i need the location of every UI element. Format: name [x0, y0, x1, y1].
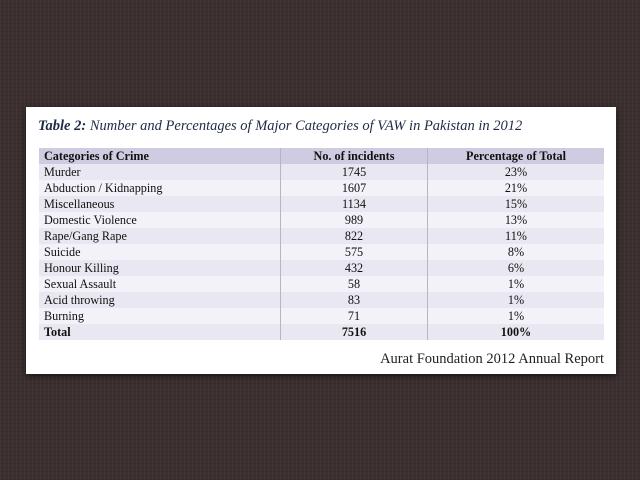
table-caption-label: Table 2: — [38, 118, 87, 134]
table-caption-text: Number and Percentages of Major Categori… — [89, 118, 523, 134]
cell-incidents: 58 — [280, 276, 428, 292]
table-caption: Table 2: Number and Percentages of Major… — [38, 118, 522, 135]
cell-incidents: 1745 — [280, 164, 428, 180]
table-row: Acid throwing 83 1% — [39, 292, 604, 308]
table-card: Table 2: Number and Percentages of Major… — [26, 107, 616, 374]
table-total-row: Total 7516 100% — [39, 324, 604, 340]
table-row: Domestic Violence 989 13% — [39, 212, 604, 228]
table-row: Abduction / Kidnapping 1607 21% — [39, 180, 604, 196]
header-category: Categories of Crime — [39, 148, 281, 164]
cell-incidents: 989 — [280, 212, 428, 228]
table-header-row: Categories of Crime No. of incidents Per… — [39, 148, 604, 164]
header-percentage: Percentage of Total — [427, 148, 604, 164]
cell-percentage: 13% — [427, 212, 604, 228]
total-incidents: 7516 — [280, 324, 428, 340]
cell-incidents: 432 — [280, 260, 428, 276]
cell-category: Domestic Violence — [44, 212, 137, 227]
cell-percentage: 11% — [427, 228, 604, 244]
cell-percentage: 1% — [427, 276, 604, 292]
cell-category: Honour Killing — [44, 260, 119, 275]
cell-percentage: 1% — [427, 308, 604, 324]
cell-percentage: 23% — [427, 164, 604, 180]
header-incidents: No. of incidents — [280, 148, 428, 164]
cell-incidents: 1134 — [280, 196, 428, 212]
cell-category: Suicide — [44, 244, 81, 259]
cell-percentage: 8% — [427, 244, 604, 260]
table-row: Murder 1745 23% — [39, 164, 604, 180]
cell-incidents: 83 — [280, 292, 428, 308]
cell-percentage: 1% — [427, 292, 604, 308]
table-row: Burning 71 1% — [39, 308, 604, 324]
cell-category: Rape/Gang Rape — [44, 228, 127, 243]
vaw-table: Categories of Crime No. of incidents Per… — [39, 148, 604, 340]
cell-category: Miscellaneous — [44, 196, 115, 211]
cell-incidents: 1607 — [280, 180, 428, 196]
cell-percentage: 21% — [427, 180, 604, 196]
source-citation: Aurat Foundation 2012 Annual Report — [380, 351, 604, 367]
cell-category: Acid throwing — [44, 292, 115, 307]
table-row: Honour Killing 432 6% — [39, 260, 604, 276]
total-percentage: 100% — [427, 324, 604, 340]
cell-category: Abduction / Kidnapping — [44, 180, 163, 195]
cell-incidents: 71 — [280, 308, 428, 324]
cell-category: Murder — [44, 164, 81, 179]
table-row: Suicide 575 8% — [39, 244, 604, 260]
cell-category: Sexual Assault — [44, 276, 117, 291]
table-row: Rape/Gang Rape 822 11% — [39, 228, 604, 244]
table-row: Sexual Assault 58 1% — [39, 276, 604, 292]
cell-category: Burning — [44, 308, 84, 323]
cell-percentage: 15% — [427, 196, 604, 212]
total-label: Total — [39, 324, 281, 340]
cell-percentage: 6% — [427, 260, 604, 276]
cell-incidents: 575 — [280, 244, 428, 260]
table-row: Miscellaneous 1134 15% — [39, 196, 604, 212]
cell-incidents: 822 — [280, 228, 428, 244]
